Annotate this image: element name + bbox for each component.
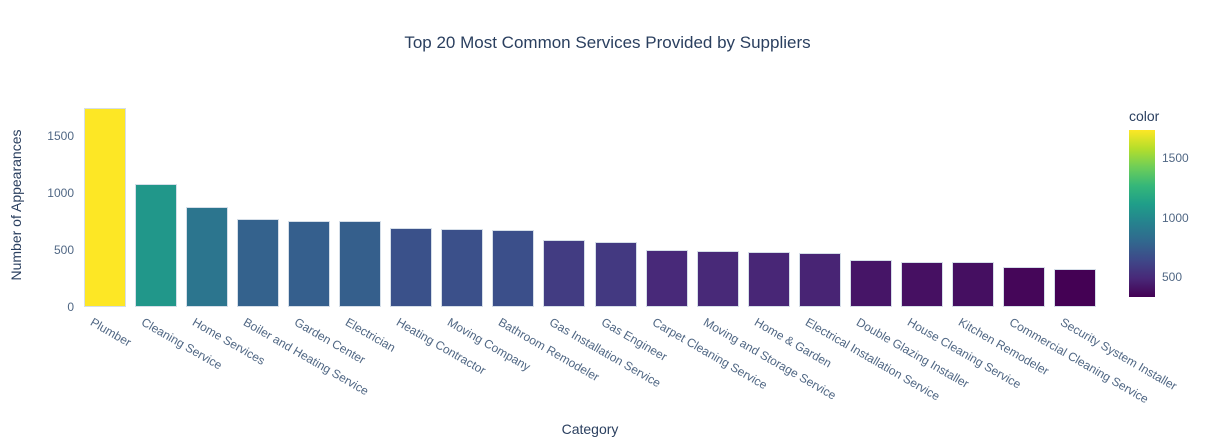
colorbar-title: color <box>1129 108 1160 124</box>
x-tick-label: Electrical Installation Service <box>802 315 943 404</box>
y-tick-label: 500 <box>53 242 74 257</box>
bar-moving-company <box>441 229 484 307</box>
bar-commercial-cleaning-service <box>1003 266 1046 307</box>
colorbar-tick-label: 1500 <box>1162 151 1189 166</box>
bar-house-cleaning-service <box>901 262 944 307</box>
bar-gas-installation-service <box>543 240 586 307</box>
x-tick-label: Moving Company <box>445 315 534 374</box>
x-tick-label: Cleaning Service <box>138 315 225 373</box>
colorbar-tick-label: 1000 <box>1162 210 1189 225</box>
x-tick-label: Carpet Cleaning Service <box>649 315 770 393</box>
x-tick-label: Garden Center <box>291 315 368 367</box>
x-tick-label: Home Services <box>189 315 268 368</box>
bar-home-garden <box>747 251 790 307</box>
y-tick-label: 0 <box>67 300 74 314</box>
x-tick-label: House Cleaning Service <box>905 315 1024 392</box>
x-tick-label: Gas Engineer <box>598 315 670 364</box>
x-tick-label: Bathroom Remodeler <box>496 315 603 385</box>
bar-electrical-installation-service <box>798 253 841 307</box>
bar-security-system-installer <box>1054 268 1097 307</box>
x-tick-label: Heating Contractor <box>394 315 489 378</box>
bar-home-services <box>185 206 228 307</box>
bar-boiler-and-heating-service <box>236 219 279 307</box>
x-tick-label: Electrician <box>343 315 398 355</box>
x-tick-label: Commercial Cleaning Service <box>1007 315 1152 407</box>
y-axis-tick-labels: 0 500 1000 1500 <box>0 90 74 314</box>
chart-title: Top 20 Most Common Services Provided by … <box>404 33 811 52</box>
x-tick-label: Home & Garden <box>751 315 834 371</box>
bar-carpet-cleaning-service <box>645 250 688 307</box>
x-tick-label: Security System Installer <box>1058 315 1180 394</box>
bar-electrician <box>339 220 382 307</box>
bar-cleaning-service <box>134 184 177 307</box>
bar-heating-contractor <box>390 228 433 307</box>
x-tick-label: Kitchen Remodeler <box>956 315 1052 379</box>
x-tick-label: Boiler and Heating Service <box>240 315 371 399</box>
x-axis-title: Category <box>561 421 619 437</box>
x-tick-label: Gas Installation Service <box>547 315 664 391</box>
bar-plumber <box>83 108 126 307</box>
x-tick-label: Moving and Storage Service <box>700 315 839 403</box>
colorbar-gradient <box>1129 130 1155 297</box>
bar-gas-engineer <box>594 241 637 307</box>
plot-area <box>79 90 1101 307</box>
bar-bathroom-remodeler <box>492 229 535 307</box>
bar-kitchen-remodeler <box>952 262 995 307</box>
bar-garden-center <box>287 220 330 307</box>
colorbar-tick-label: 500 <box>1162 270 1183 285</box>
x-tick-label: Plumber <box>87 315 134 350</box>
y-tick-label: 1500 <box>47 128 74 143</box>
x-tick-label: Double Glazing Installer <box>854 315 972 391</box>
y-tick-label: 1000 <box>47 185 74 200</box>
bar-moving-and-storage-service <box>696 250 739 307</box>
bar-double-glazing-installer <box>850 259 893 307</box>
